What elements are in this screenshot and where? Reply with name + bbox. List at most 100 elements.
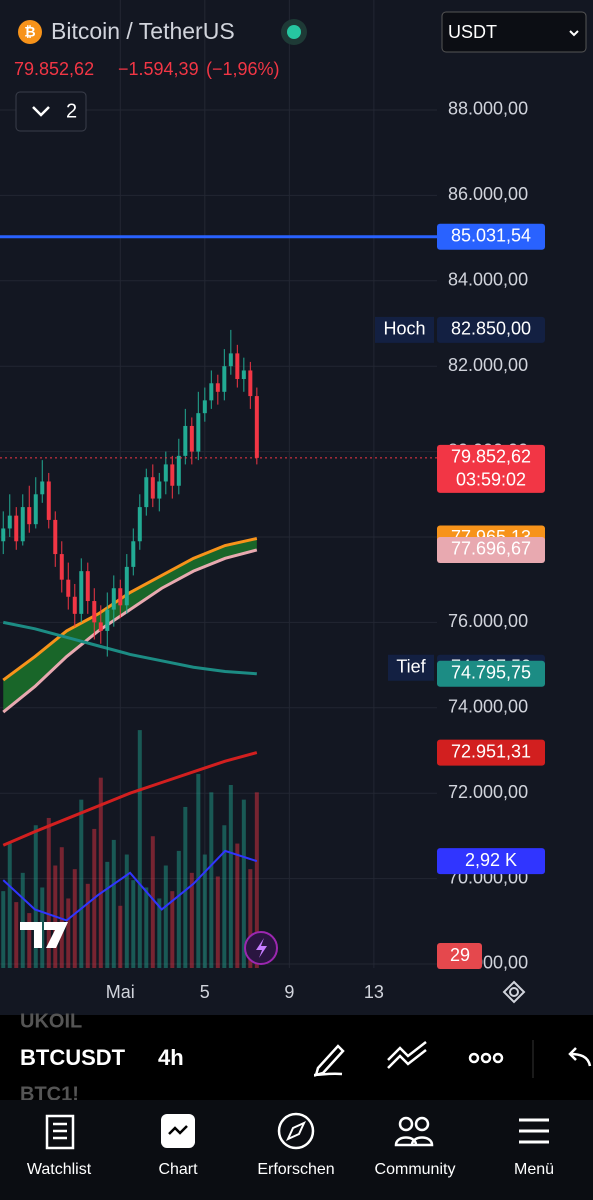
y-tick-label: 88.000,00 (448, 99, 528, 119)
nav-label[interactable]: Erforschen (257, 1161, 334, 1178)
x-tick-label: 9 (284, 982, 294, 1002)
price-tag-label: 2,92 K (465, 850, 517, 870)
price-tag (437, 536, 545, 563)
chart: Mai 5 9 1368.000,0070.000,0072.000,0074.000… (0, 0, 545, 1002)
y-tick-label: 74.000,00 (448, 697, 528, 717)
x-tick-label: 5 (200, 982, 210, 1002)
candle-body (79, 571, 84, 614)
candle-body (1, 528, 6, 542)
interval[interactable]: 4h (158, 1045, 184, 1070)
candle-body (150, 477, 155, 499)
nav-label[interactable]: Watchlist (27, 1161, 92, 1178)
candle-body (202, 400, 207, 414)
volume-bar (98, 777, 103, 968)
moving-average (2, 537, 258, 682)
community-icon[interactable] (398, 1116, 414, 1132)
candle-body (85, 571, 90, 602)
candle-body (40, 481, 45, 495)
price-tag (437, 739, 545, 766)
y-tick-label: 82.000,00 (448, 355, 528, 375)
volume-bar (209, 792, 214, 968)
undo-icon[interactable] (568, 1047, 592, 1067)
x-tick-label: 13 (364, 982, 384, 1002)
volume-bar (170, 891, 175, 968)
community-people (394, 1136, 434, 1147)
volume-bar (7, 843, 12, 968)
watchlist-icon[interactable] (45, 1114, 75, 1150)
volume-bar (183, 806, 188, 968)
tag-prefix-box (375, 316, 434, 343)
candle-body (124, 566, 129, 606)
trend-icon[interactable] (387, 1041, 427, 1069)
price-tag (437, 223, 545, 250)
candle-body (228, 353, 233, 367)
candle-body (20, 507, 25, 542)
chart-icon[interactable] (161, 1114, 195, 1148)
nav-label[interactable]: Chart (158, 1161, 198, 1178)
explore-icon[interactable] (277, 1112, 315, 1150)
volume-bar (248, 869, 253, 968)
volume-bar (157, 898, 162, 968)
candle-body (144, 477, 149, 508)
volume-bar (27, 913, 32, 968)
volume-ma (2, 849, 258, 922)
volume-bar (33, 825, 38, 968)
menu-icon[interactable] (519, 1118, 549, 1144)
candle-body (72, 596, 77, 614)
volume-bar (176, 850, 181, 968)
nav-bar (0, 1100, 593, 1200)
candle-body (14, 515, 19, 542)
volume-bar (137, 730, 142, 968)
volume-bar (189, 872, 194, 968)
nav-label[interactable]: Menü (514, 1161, 554, 1178)
candle-body (176, 455, 181, 486)
volume-bar (144, 887, 149, 968)
candle-body (66, 579, 71, 597)
y-tick-label: 76.000,00 (448, 611, 528, 631)
volume-bar (46, 817, 51, 968)
more-dot[interactable] (492, 1052, 504, 1064)
candle-body (170, 464, 175, 486)
volume-bar (14, 902, 19, 968)
candle-body (209, 383, 214, 401)
candle-body (248, 370, 253, 397)
volume-bar (196, 774, 201, 968)
volume-bar (118, 905, 123, 968)
community-icon[interactable] (414, 1116, 430, 1132)
candle-body (118, 588, 123, 606)
draw-icon[interactable] (313, 1044, 345, 1077)
volume-bar (241, 799, 246, 968)
price-tag (437, 316, 545, 343)
candle-body (196, 413, 201, 452)
price-tag-label: 72.951,31 (451, 741, 531, 761)
candle-body (33, 494, 38, 525)
volume-bar (105, 861, 110, 968)
countdown: 03:59:02 (456, 470, 526, 490)
toolbar-symbol[interactable]: BTCUSDT (20, 1045, 126, 1070)
y-tick-label: 84.000,00 (448, 270, 528, 290)
volume-bar (111, 839, 116, 968)
price-tag (437, 660, 545, 687)
volume-bar (254, 792, 259, 968)
tag-prefix: Tief (396, 657, 426, 677)
tag-prefix-box (388, 654, 434, 681)
more-dot[interactable] (480, 1052, 492, 1064)
volume-bar (79, 799, 84, 968)
volume-bar (72, 869, 77, 968)
y-tick-label: 72.000,00 (448, 782, 528, 802)
more-dot[interactable] (468, 1052, 480, 1064)
moving-average (2, 548, 258, 714)
candle-body (235, 353, 240, 380)
tag-prefix: Hoch (383, 319, 425, 339)
candle-body (105, 609, 110, 631)
nav-label[interactable]: Community (375, 1161, 456, 1178)
volume-bar (1, 891, 6, 968)
candle-body (59, 554, 64, 580)
x-tick-label: Mai (106, 982, 135, 1002)
candle-body (222, 366, 227, 392)
explore-needle (285, 1120, 307, 1142)
candle-body (254, 396, 259, 458)
moving-average (2, 620, 257, 676)
toolbar (0, 1015, 593, 1100)
